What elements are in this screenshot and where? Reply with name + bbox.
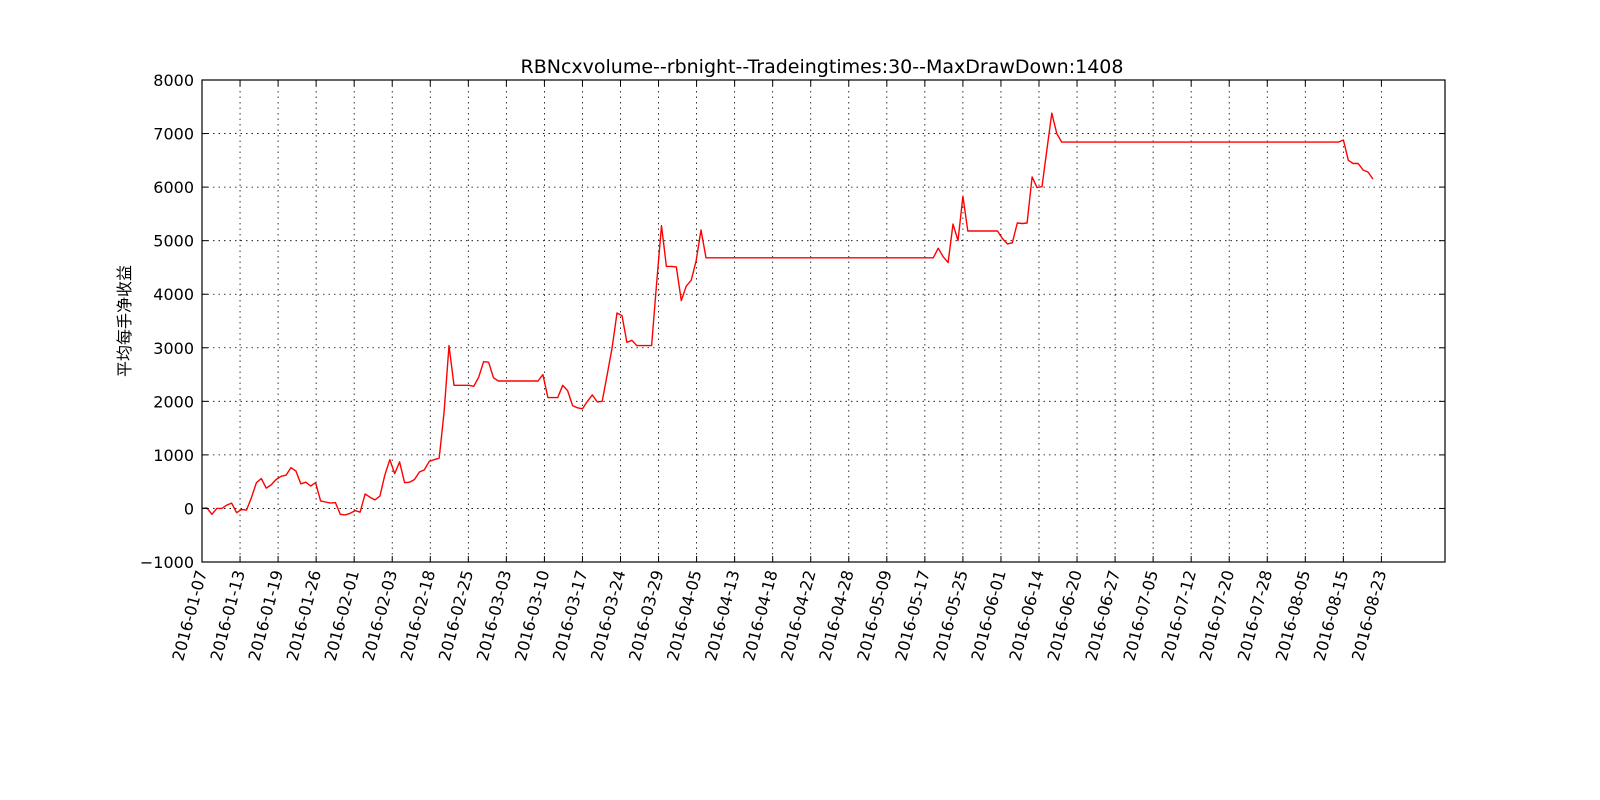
y-axis-label: 平均每手净收益 bbox=[115, 265, 134, 377]
x-tick-label: 2016-06-20 bbox=[1043, 568, 1085, 663]
y-tick-label: 8000 bbox=[153, 71, 194, 90]
x-tick-label: 2016-02-03 bbox=[359, 568, 401, 663]
y-tick-label: 6000 bbox=[153, 178, 194, 197]
y-tick-label: 5000 bbox=[153, 232, 194, 251]
x-tick-label: 2016-05-17 bbox=[891, 568, 933, 663]
y-tick-label: 1000 bbox=[153, 446, 194, 465]
y-tick-label: 0 bbox=[184, 499, 194, 518]
x-tick-label: 2016-01-19 bbox=[245, 568, 287, 663]
y-axis: −1000 0 1000 2000 3000 4000 5000 6000 7000 8000 bbox=[140, 71, 1445, 572]
x-tick-label: 2016-01-13 bbox=[206, 568, 248, 663]
x-tick-label: 2016-08-15 bbox=[1310, 568, 1352, 663]
x-tick-label: 2016-05-25 bbox=[929, 568, 971, 663]
x-tick-label: 2016-06-01 bbox=[967, 568, 1009, 663]
x-tick-label: 2016-07-20 bbox=[1196, 568, 1238, 663]
grid-layer bbox=[202, 80, 1445, 562]
x-tick-label: 2016-08-05 bbox=[1272, 568, 1314, 663]
x-tick-label: 2016-01-07 bbox=[168, 568, 210, 663]
y-tick-label: 2000 bbox=[153, 392, 194, 411]
x-tick-label: 2016-01-26 bbox=[283, 568, 325, 663]
y-tick-label: 4000 bbox=[153, 285, 194, 304]
x-tick-label: 2016-03-10 bbox=[511, 568, 553, 663]
series-layer bbox=[201, 112, 1374, 516]
series-line bbox=[201, 112, 1374, 516]
x-tick-label: 2016-03-17 bbox=[549, 568, 591, 663]
y-tick-label: 7000 bbox=[153, 125, 194, 144]
x-tick-label: 2016-07-12 bbox=[1158, 568, 1200, 663]
y-tick-label: 3000 bbox=[153, 339, 194, 358]
x-tick-label: 2016-07-05 bbox=[1120, 568, 1162, 663]
x-tick-label: 2016-04-13 bbox=[701, 568, 743, 663]
x-tick-label: 2016-08-23 bbox=[1348, 568, 1390, 663]
x-tick-label: 2016-03-24 bbox=[587, 568, 629, 663]
x-tick-label: 2016-04-18 bbox=[739, 568, 781, 663]
chart-title: RBNcxvolume--rbnight--Tradeingtimes:30--… bbox=[521, 56, 1124, 78]
x-tick-label: 2016-02-18 bbox=[397, 568, 439, 663]
x-tick-label: 2016-04-28 bbox=[815, 568, 857, 663]
y-tick-label: −1000 bbox=[140, 553, 194, 572]
x-tick-label: 2016-03-03 bbox=[473, 568, 515, 663]
x-tick-label: 2016-04-05 bbox=[663, 568, 705, 663]
x-tick-label: 2016-07-28 bbox=[1234, 568, 1276, 663]
x-tick-label: 2016-02-25 bbox=[435, 568, 477, 663]
x-tick-label: 2016-06-14 bbox=[1005, 568, 1047, 663]
x-tick-label: 2016-05-09 bbox=[853, 568, 895, 663]
x-tick-label: 2016-03-29 bbox=[625, 568, 667, 663]
x-tick-label: 2016-04-22 bbox=[777, 568, 819, 663]
x-axis: 2016-01-072016-01-132016-01-192016-01-26… bbox=[168, 80, 1390, 663]
plot-frame bbox=[201, 79, 1446, 563]
x-tick-label: 2016-06-27 bbox=[1082, 568, 1124, 663]
x-tick-label: 2016-02-01 bbox=[321, 568, 363, 663]
